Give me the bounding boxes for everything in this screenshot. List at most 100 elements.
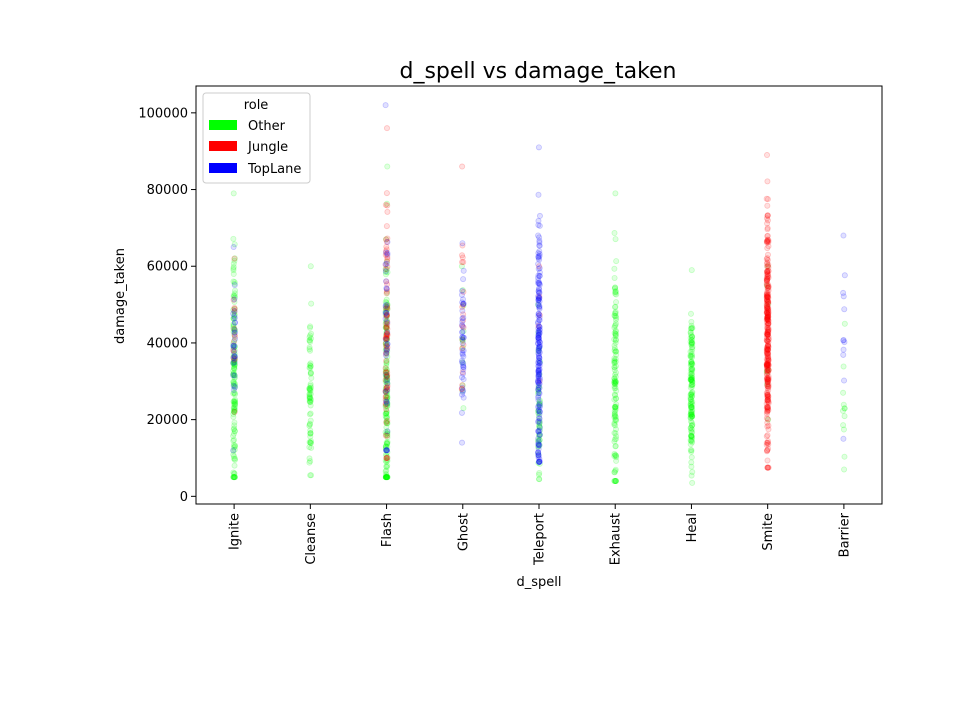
- point-jungle-smite: [764, 347, 771, 354]
- point-other-teleport: [535, 459, 542, 466]
- point-toplane-ignite: [230, 359, 237, 366]
- point-other-ignite: [230, 293, 237, 300]
- point-other-exhaust: [612, 413, 619, 420]
- point-toplane-teleport: [535, 366, 542, 373]
- point-jungle-flash: [382, 393, 389, 400]
- point-other-flash: [383, 418, 390, 425]
- point-other-flash: [384, 440, 391, 447]
- point-jungle-smite: [764, 220, 771, 227]
- point-toplane-teleport: [535, 347, 542, 354]
- point-other-ignite: [230, 378, 237, 385]
- point-other-exhaust: [611, 477, 618, 484]
- point-other-heal: [688, 331, 695, 338]
- point-other-heal: [687, 373, 694, 380]
- point-toplane-ignite: [232, 384, 239, 391]
- point-other-ignite: [230, 328, 237, 335]
- point-other-heal: [689, 346, 696, 353]
- point-jungle-smite: [764, 322, 771, 329]
- point-other-ignite: [230, 345, 237, 352]
- point-jungle-smite: [764, 379, 771, 386]
- series-toplane: [230, 102, 848, 465]
- point-other-ignite: [230, 265, 237, 272]
- point-other-exhaust: [611, 310, 618, 317]
- point-other-ghost: [459, 338, 466, 345]
- point-other-ignite: [231, 401, 238, 408]
- point-other-exhaust: [612, 466, 619, 473]
- point-jungle-smite: [764, 375, 771, 382]
- point-other-flash: [383, 357, 390, 364]
- point-toplane-teleport: [536, 375, 543, 382]
- point-other-cleanse: [307, 402, 314, 409]
- point-other-ignite: [231, 362, 238, 369]
- point-jungle-smite: [764, 310, 771, 317]
- point-jungle-ghost: [460, 259, 467, 266]
- point-toplane-flash: [384, 319, 391, 326]
- point-other-exhaust: [611, 359, 618, 366]
- point-jungle-smite: [764, 464, 771, 471]
- point-jungle-ignite: [231, 308, 238, 315]
- point-other-ignite: [231, 474, 238, 481]
- point-toplane-teleport: [536, 334, 543, 341]
- point-other-smite: [765, 301, 772, 308]
- point-jungle-smite: [764, 378, 771, 385]
- point-jungle-smite: [763, 347, 770, 354]
- x-axis-label: d_spell: [517, 575, 562, 590]
- point-other-exhaust: [612, 328, 619, 335]
- point-other-flash: [383, 359, 390, 366]
- point-jungle-smite: [764, 361, 771, 368]
- point-jungle-flash: [383, 332, 390, 339]
- legend-swatch-jungle: [209, 141, 237, 151]
- point-jungle-smite: [765, 267, 772, 274]
- point-other-heal: [689, 439, 696, 446]
- point-other-flash: [383, 350, 390, 357]
- x-axis: Ignite Cleanse Flash Ghost Teleport Exhaust He…: [228, 504, 852, 566]
- point-jungle-smite: [764, 267, 771, 274]
- point-other-cleanse: [306, 394, 313, 401]
- point-jungle-smite: [765, 324, 772, 331]
- point-other-exhaust: [611, 375, 618, 382]
- point-toplane-ghost: [459, 351, 466, 358]
- point-other-flash: [384, 420, 391, 427]
- point-other-heal: [689, 413, 696, 420]
- point-other-exhaust: [612, 358, 619, 365]
- point-other-ignite: [231, 315, 238, 322]
- point-jungle-flash: [382, 305, 389, 312]
- point-toplane-teleport: [536, 354, 543, 361]
- point-other-ignite: [230, 340, 237, 347]
- point-other-cleanse: [306, 459, 313, 466]
- point-jungle-smite: [764, 245, 771, 252]
- point-toplane-teleport: [536, 415, 543, 422]
- point-other-heal: [688, 334, 695, 341]
- point-other-heal: [688, 361, 695, 368]
- point-toplane-ghost: [460, 300, 467, 307]
- point-jungle-smite: [765, 426, 772, 433]
- point-toplane-teleport: [536, 360, 543, 367]
- point-toplane-teleport: [535, 428, 542, 435]
- point-other-ignite: [230, 359, 237, 366]
- point-other-flash: [384, 449, 391, 456]
- point-other-heal: [689, 404, 696, 411]
- point-toplane-flash: [384, 346, 391, 353]
- point-other-heal: [687, 329, 694, 336]
- point-toplane-teleport: [536, 256, 543, 263]
- point-jungle-smite: [764, 275, 771, 282]
- point-jungle-smite: [763, 350, 770, 357]
- point-other-teleport: [535, 407, 542, 414]
- point-toplane-teleport: [535, 435, 542, 442]
- point-jungle-smite: [764, 212, 771, 219]
- point-other-cleanse: [306, 385, 313, 392]
- point-other-ignite: [231, 383, 238, 390]
- point-other-heal: [688, 418, 695, 425]
- point-other-flash: [383, 474, 390, 481]
- point-other-ignite: [231, 343, 238, 350]
- point-other-flash: [383, 334, 390, 341]
- point-jungle-smite: [764, 251, 771, 258]
- point-other-heal: [688, 339, 695, 346]
- point-other-flash: [382, 378, 389, 385]
- point-other-ignite: [231, 446, 238, 453]
- point-other-ignite: [231, 292, 238, 299]
- point-other-cleanse: [307, 362, 314, 369]
- point-jungle-smite: [763, 302, 770, 309]
- point-jungle-ignite: [231, 408, 238, 415]
- point-toplane-ghost: [459, 307, 466, 314]
